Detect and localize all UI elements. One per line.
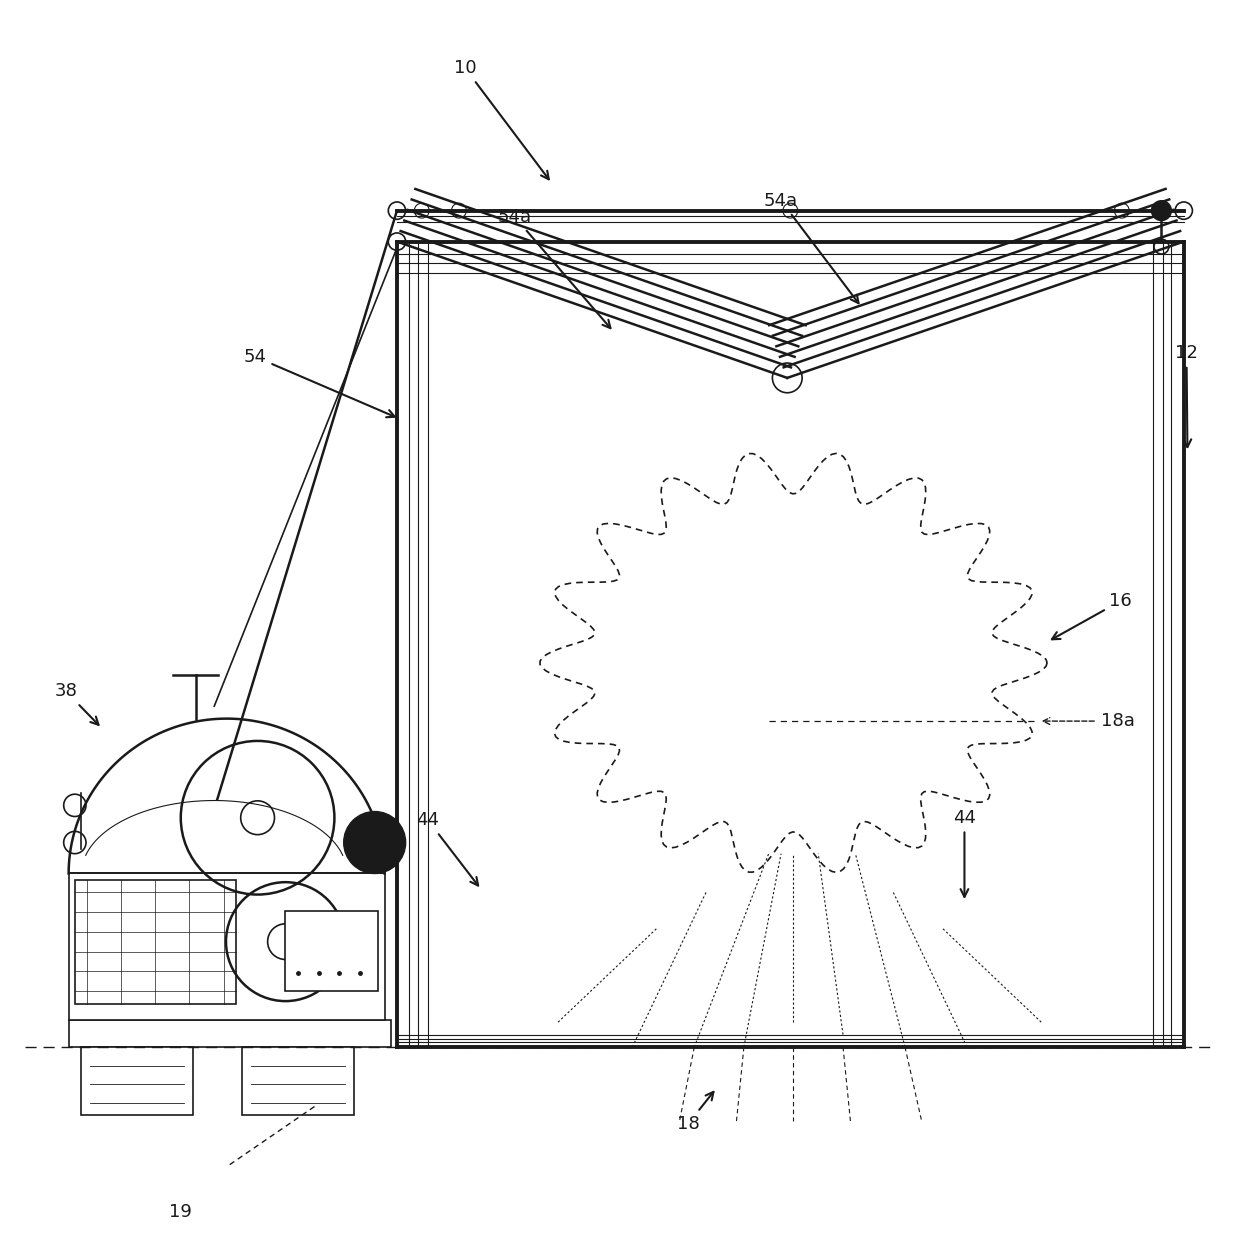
Circle shape <box>1152 201 1172 221</box>
Text: 54a: 54a <box>497 208 610 328</box>
Text: 38: 38 <box>55 683 98 725</box>
Bar <box>242 1047 353 1115</box>
Text: 16: 16 <box>1052 592 1132 639</box>
Bar <box>81 1047 192 1115</box>
Text: 12: 12 <box>1176 344 1198 447</box>
Bar <box>285 911 378 991</box>
Bar <box>68 873 384 1020</box>
Text: 10: 10 <box>454 59 549 180</box>
Bar <box>74 880 236 1004</box>
Text: 44: 44 <box>417 812 479 886</box>
Text: 19: 19 <box>169 1203 192 1220</box>
Text: 44: 44 <box>954 809 976 897</box>
Circle shape <box>343 812 405 873</box>
Text: 18a: 18a <box>1101 712 1135 730</box>
Text: 54: 54 <box>244 348 394 418</box>
Text: 54a: 54a <box>764 192 858 304</box>
Text: 18: 18 <box>677 1092 713 1132</box>
Bar <box>68 1020 391 1047</box>
